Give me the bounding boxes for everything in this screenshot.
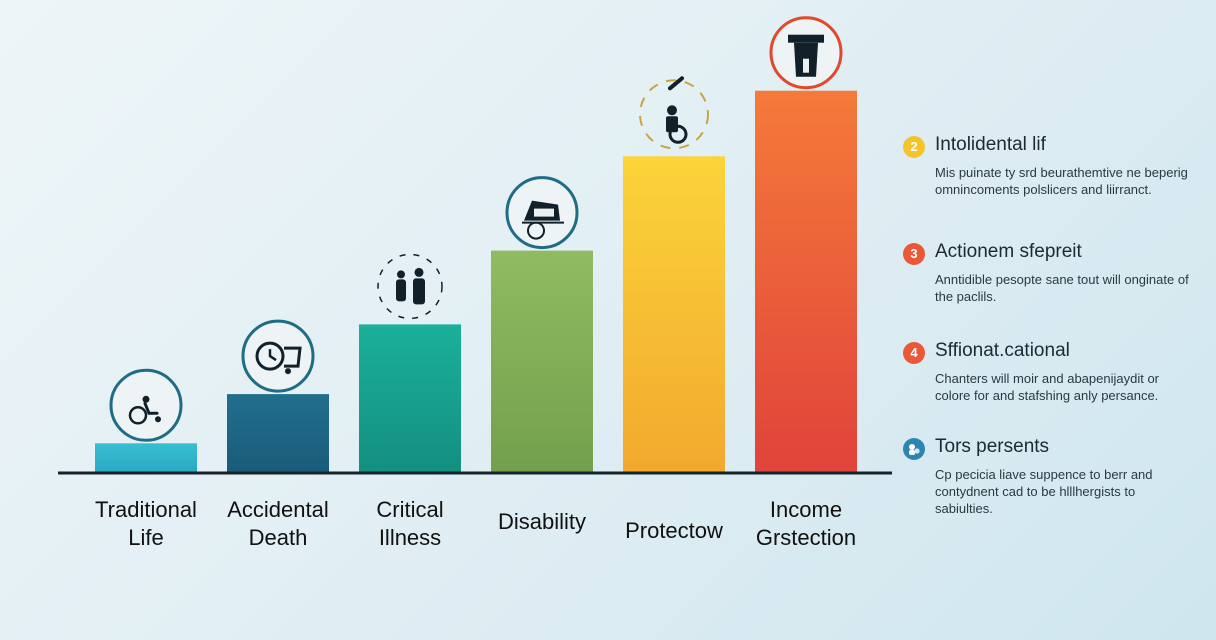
legend-badge bbox=[903, 438, 925, 460]
gear-people-icon bbox=[909, 444, 920, 455]
clock-cart-icon bbox=[241, 319, 315, 393]
bar-5 bbox=[623, 156, 725, 473]
category-label: Disability bbox=[497, 509, 587, 534]
bars-layer bbox=[95, 90, 857, 473]
wheelchair-recovery-icon bbox=[639, 76, 709, 150]
legend-title: Tors persents bbox=[935, 436, 1050, 457]
legend-badge: 4 bbox=[903, 342, 925, 364]
income-protection-icon bbox=[769, 16, 843, 90]
bar-2 bbox=[227, 394, 329, 472]
legend-description: Chanters will moir and abapenijaydit or … bbox=[935, 371, 1160, 403]
legend-badge: 2 bbox=[903, 136, 925, 158]
shield-accident-icon bbox=[505, 176, 579, 250]
legend-title: Sffionat.cational bbox=[935, 340, 1070, 361]
category-label: Protectow bbox=[625, 518, 723, 543]
legend-description: Anntidible pesopte sane tout will ongina… bbox=[935, 272, 1189, 304]
bar-1 bbox=[95, 443, 197, 472]
legend-title: Actionem sfepreit bbox=[935, 241, 1082, 262]
legend-badge: 3 bbox=[903, 243, 925, 265]
bar-6 bbox=[755, 90, 857, 472]
legend-title: Intolidental lif bbox=[935, 134, 1046, 155]
legend-description: Mis puinate ty srd beurathemtive ne bepe… bbox=[935, 165, 1188, 197]
category-label: Income Grstection bbox=[755, 497, 857, 550]
wheelchair-person-icon bbox=[109, 368, 183, 442]
category-label: Traditional Life bbox=[95, 497, 197, 550]
category-label: Critical Illness bbox=[376, 497, 444, 550]
category-label: Accidental Death bbox=[227, 497, 329, 550]
icons-layer bbox=[109, 16, 843, 442]
bar-3 bbox=[359, 324, 461, 472]
legend-description: Cp pecicia liave suppence to berr and co… bbox=[935, 467, 1153, 516]
bar-4 bbox=[491, 250, 593, 472]
family-cycle-icon bbox=[377, 253, 443, 320]
